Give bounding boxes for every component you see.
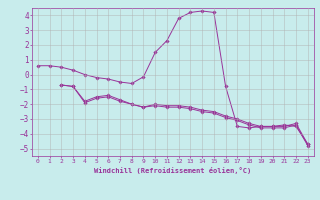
X-axis label: Windchill (Refroidissement éolien,°C): Windchill (Refroidissement éolien,°C) bbox=[94, 167, 252, 174]
